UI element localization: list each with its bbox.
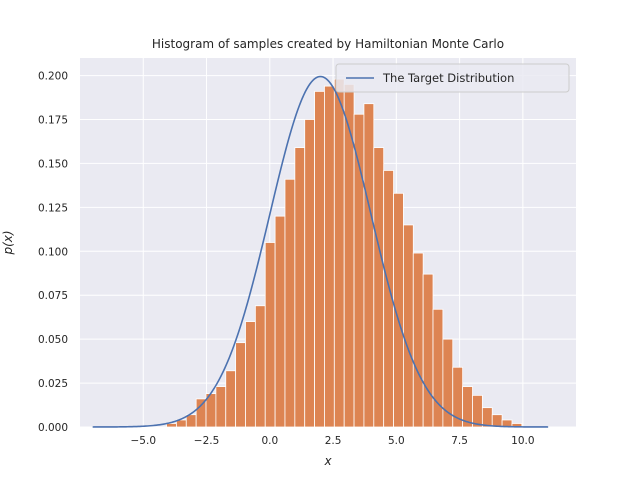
histogram-bar <box>403 224 414 428</box>
histogram-bar <box>284 178 296 428</box>
x-tick-label: 0.0 <box>261 435 278 447</box>
histogram-bar <box>472 394 483 428</box>
histogram-bar <box>235 342 246 428</box>
histogram-bar <box>412 252 424 428</box>
histogram-bar <box>432 308 444 428</box>
histogram-bars <box>166 78 523 428</box>
x-tick-label: 5.0 <box>388 435 405 447</box>
histogram-bar <box>245 321 256 428</box>
histogram-bar <box>264 242 276 428</box>
histogram-bar <box>254 305 266 428</box>
y-tick-label: 0.200 <box>38 71 68 83</box>
legend-label: The Target Distribution <box>382 71 514 85</box>
histogram-bar <box>422 273 434 428</box>
histogram-bar <box>215 386 227 428</box>
histogram-bar <box>333 78 345 428</box>
histogram-bar <box>225 370 237 428</box>
legend: The Target Distribution <box>335 63 570 93</box>
y-tick-label: 0.150 <box>38 158 68 170</box>
y-tick-label: 0.175 <box>38 115 68 127</box>
histogram-bar <box>324 85 335 428</box>
x-axis-label: x <box>323 454 332 468</box>
legend-box <box>335 63 570 93</box>
y-tick-label: 0.075 <box>38 290 68 302</box>
histogram-bar <box>481 407 493 428</box>
histogram-bar <box>363 103 375 428</box>
x-tick-label: 2.5 <box>325 435 342 447</box>
histogram-bar <box>274 215 286 428</box>
y-tick-label: 0.025 <box>38 378 68 390</box>
histogram-bar <box>294 147 306 428</box>
x-tick-label: −2.5 <box>194 435 220 447</box>
y-axis-label: p(x) <box>1 230 15 255</box>
histogram-bar <box>195 398 207 428</box>
histogram-bar <box>373 147 385 428</box>
y-tick-label: 0.100 <box>38 246 68 258</box>
chart-title: Histogram of samples created by Hamilton… <box>152 37 504 51</box>
histogram-bar <box>353 113 365 428</box>
x-tick-labels: −5.0 −2.5 0.0 2.5 5.0 7.5 10.0 <box>131 435 535 447</box>
y-tick-labels: 0.000 0.025 0.050 0.075 0.100 0.125 0.150 0.175… <box>38 71 68 434</box>
y-tick-label: 0.125 <box>38 202 68 214</box>
target-distribution-line <box>92 75 549 428</box>
y-tick-label: 0.000 <box>38 422 68 434</box>
x-tick-label: 7.5 <box>451 435 468 447</box>
x-tick-label: 10.0 <box>511 435 534 447</box>
x-tick-label: −5.0 <box>131 435 157 447</box>
histogram-bar <box>314 90 325 428</box>
histogram-bar <box>304 119 315 428</box>
histogram-bar <box>343 83 355 428</box>
histogram-bar <box>491 414 503 428</box>
y-tick-label: 0.050 <box>38 334 68 346</box>
